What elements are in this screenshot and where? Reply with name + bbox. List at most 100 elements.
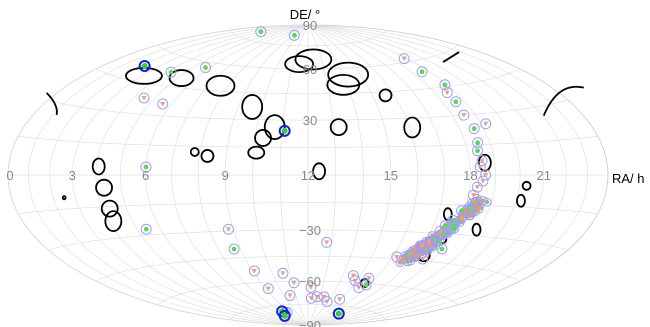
source-detection xyxy=(475,140,481,146)
source-ring xyxy=(363,272,375,284)
uncertainty-ellipse xyxy=(471,222,482,237)
source-ring xyxy=(318,291,330,303)
source-ring xyxy=(468,123,480,135)
uncertainty-ellipse xyxy=(516,193,526,208)
edge-arc xyxy=(542,85,584,116)
source-upper-limit xyxy=(401,56,407,62)
source-upper-limit xyxy=(308,285,314,290)
uncertainty-ellipse xyxy=(326,73,361,96)
source-upper-limit xyxy=(324,299,330,305)
uncertainty-ellipse xyxy=(247,145,266,160)
edge-arc xyxy=(45,92,58,116)
source-upper-limit xyxy=(477,164,483,170)
uncertainty-ellipse xyxy=(329,118,348,137)
source-detection xyxy=(459,208,464,214)
source-detection xyxy=(231,246,237,252)
source-ring xyxy=(416,66,428,78)
uncertainty-ellipse xyxy=(189,147,200,157)
ra-tick-label: 15 xyxy=(384,168,398,183)
uncertainty-ellipse xyxy=(477,153,492,172)
source-ring xyxy=(480,118,492,130)
cluster-point xyxy=(476,206,482,212)
source-upper-limit xyxy=(444,90,450,96)
uncertainty-ellipse xyxy=(241,94,264,120)
source-ring xyxy=(423,236,435,248)
cluster-point xyxy=(472,199,477,205)
source-ring xyxy=(255,26,267,38)
source-upper-limit xyxy=(287,293,293,298)
source-upper-limit xyxy=(426,240,432,245)
source-detection xyxy=(203,65,208,70)
ra-tick-label: 3 xyxy=(69,168,76,183)
source-upper-limit xyxy=(437,229,443,234)
source-ring xyxy=(140,223,152,235)
source-ring xyxy=(277,267,289,279)
cluster-ring xyxy=(398,254,408,264)
dec-tick-label: −60 xyxy=(299,274,321,289)
source-point-bright xyxy=(335,310,342,317)
source-upper-limit xyxy=(141,95,147,101)
dec-tick-label: −30 xyxy=(299,223,321,238)
source-ring xyxy=(448,222,460,234)
source-ring-bright xyxy=(332,307,345,320)
source-upper-limit xyxy=(350,273,356,279)
source-ring xyxy=(398,53,410,65)
source-ring xyxy=(305,292,317,304)
ra-tick-label: 18 xyxy=(463,168,477,183)
source-detection xyxy=(292,32,297,38)
source-ring xyxy=(456,205,468,217)
edge-arcs xyxy=(45,51,584,116)
source-ring xyxy=(450,96,462,108)
source-point-bright xyxy=(141,62,148,69)
source-ring xyxy=(199,62,211,74)
source-detection xyxy=(453,99,459,105)
source-ring xyxy=(480,169,492,181)
cluster-point xyxy=(480,198,486,203)
source-detection xyxy=(442,82,448,88)
source-ring xyxy=(284,289,296,301)
source-upper-limit xyxy=(308,296,314,301)
uncertainty-ellipse xyxy=(168,69,195,87)
dec-tick-label: 90 xyxy=(303,18,317,33)
cluster-ring xyxy=(473,202,483,212)
source-ring xyxy=(360,279,372,291)
ra-tick-label: 6 xyxy=(142,168,149,183)
cluster-ring xyxy=(474,204,484,214)
dec-tick-label: 30 xyxy=(303,113,317,128)
source-detection xyxy=(442,223,448,229)
uncertainty-ellipse xyxy=(263,114,286,141)
source-ring xyxy=(288,29,300,41)
uncertainty-ellipse xyxy=(95,178,113,197)
uncertainty-ellipse xyxy=(205,74,236,97)
source-detection xyxy=(258,29,264,35)
source-upper-limit xyxy=(409,252,415,257)
source-ring xyxy=(477,175,489,187)
source-markers xyxy=(138,26,492,322)
uncertainty-ellipse xyxy=(294,48,333,71)
source-upper-limit xyxy=(251,268,257,274)
cluster-point xyxy=(412,247,417,252)
ra-tick-label: 21 xyxy=(536,168,550,183)
source-upper-limit xyxy=(337,297,343,302)
source-detection xyxy=(439,246,445,252)
ra-tick-label: 9 xyxy=(222,168,229,183)
source-upper-limit xyxy=(474,185,480,190)
uncertainty-ellipse xyxy=(100,199,119,218)
source-ring xyxy=(347,270,359,282)
source-ring xyxy=(353,282,365,294)
source-upper-limit xyxy=(160,101,166,107)
uncertainty-ellipse xyxy=(254,129,272,147)
dec-tick-label: 60 xyxy=(303,62,317,77)
source-ring xyxy=(165,66,177,78)
ra-tick-label: 0 xyxy=(6,168,13,183)
source-ring xyxy=(222,223,234,235)
source-upper-limit xyxy=(480,179,486,184)
coordinate-grid xyxy=(7,24,609,326)
uncertainty-ellipse xyxy=(521,180,532,191)
source-ring-bright xyxy=(278,124,291,137)
source-detection xyxy=(419,69,425,75)
source-ring xyxy=(228,243,240,255)
uncertainty-ellipse xyxy=(403,116,422,139)
source-upper-limit xyxy=(265,286,271,292)
source-ring xyxy=(334,293,346,305)
